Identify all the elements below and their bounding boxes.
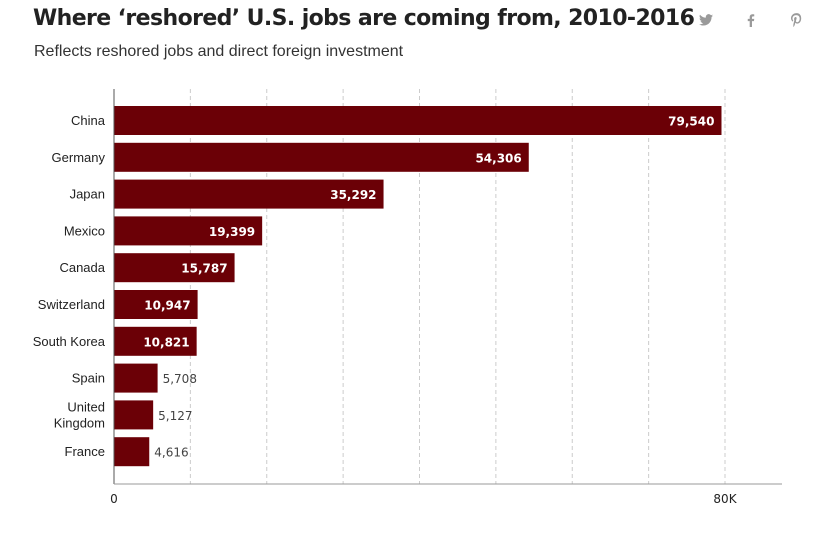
bar — [114, 106, 722, 135]
bar — [114, 363, 158, 393]
bar — [114, 290, 198, 319]
value-label: 54,306 — [475, 151, 521, 165]
category-label: United Kingdom — [54, 399, 105, 430]
category-labels: China Germany Japan Mexico Canada Switzerland… — [33, 113, 106, 459]
category-label: Spain — [72, 371, 105, 386]
category-label: Canada — [59, 260, 105, 275]
category-label: Switzerland — [38, 297, 105, 312]
twitter-share-button[interactable] — [696, 10, 716, 30]
value-label: 10,821 — [143, 335, 189, 349]
bar — [114, 437, 150, 467]
twitter-icon — [699, 14, 713, 26]
category-label: Mexico — [64, 223, 105, 238]
facebook-icon — [747, 13, 755, 27]
category-label: Japan — [70, 187, 105, 202]
bar — [114, 253, 235, 283]
value-label: 4,616 — [154, 446, 188, 460]
category-label: Germany — [52, 150, 106, 165]
chart-title: Where ‘reshored’ U.S. jobs are coming fr… — [33, 6, 695, 31]
value-label: 79,540 — [668, 115, 714, 129]
category-label: China — [71, 113, 106, 128]
bar — [114, 400, 154, 430]
bars — [114, 106, 722, 467]
chart-subtitle: Reflects reshored jobs and direct foreig… — [34, 43, 404, 60]
value-label: 5,127 — [158, 409, 192, 423]
tick-label: 0 — [110, 492, 118, 506]
value-label: 10,947 — [144, 299, 190, 313]
category-label: South Korea — [33, 334, 106, 349]
category-label: France — [65, 444, 105, 459]
pinterest-share-button[interactable] — [786, 10, 806, 30]
bar — [114, 216, 263, 246]
value-label: 35,292 — [330, 188, 376, 202]
bar — [114, 179, 384, 209]
tick-label: 80K — [713, 492, 737, 506]
bar — [114, 326, 197, 356]
value-label: 5,708 — [163, 372, 197, 386]
bar — [114, 142, 529, 172]
value-label: 15,787 — [181, 262, 227, 276]
facebook-share-button[interactable] — [741, 10, 761, 30]
value-label: 19,399 — [209, 225, 255, 239]
pinterest-icon — [790, 13, 801, 27]
value-labels: 79,540 54,306 35,292 19,399 15,787 10,947 10,8… — [143, 115, 714, 460]
axes: 0 80K — [110, 89, 782, 506]
